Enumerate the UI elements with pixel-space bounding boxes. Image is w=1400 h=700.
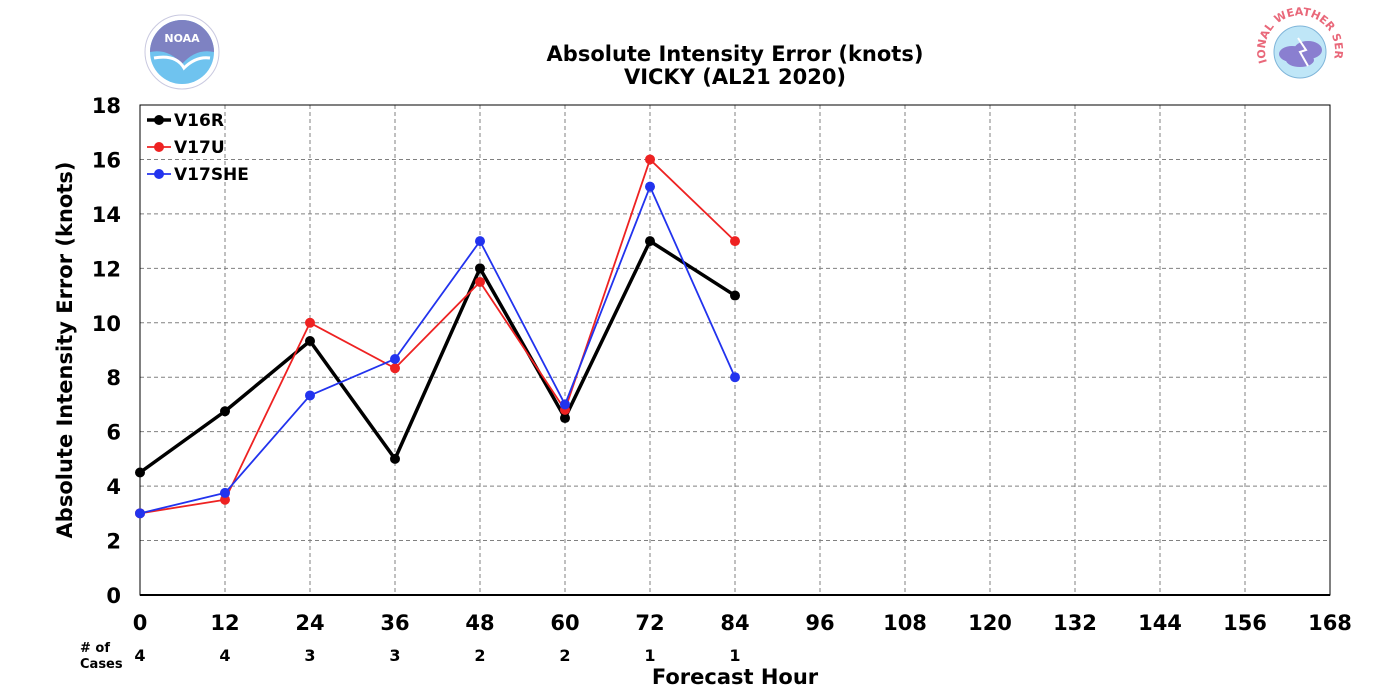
x-tick-label: 144 bbox=[1138, 611, 1182, 635]
y-axis-label: Absolute Intensity Error (knots) bbox=[53, 162, 77, 539]
case-count: 1 bbox=[644, 646, 655, 665]
x-tick-label: 12 bbox=[210, 611, 239, 635]
data-point bbox=[645, 181, 655, 192]
cases-label-line2: Cases bbox=[80, 657, 123, 672]
y-tick-label: 2 bbox=[106, 530, 121, 554]
y-tick-label: 14 bbox=[92, 203, 121, 227]
case-count: 1 bbox=[729, 646, 740, 665]
series-line bbox=[139, 185, 736, 515]
x-tick-label: 84 bbox=[720, 611, 749, 635]
x-tick-label: 168 bbox=[1308, 611, 1352, 635]
x-tick-label: 132 bbox=[1053, 611, 1097, 635]
case-count: 2 bbox=[474, 646, 485, 665]
series-v16r bbox=[135, 236, 740, 478]
data-point bbox=[220, 406, 230, 417]
y-tick-label: 16 bbox=[92, 148, 121, 172]
y-tick-label: 12 bbox=[92, 257, 121, 281]
data-point bbox=[135, 467, 145, 478]
y-tick-label: 0 bbox=[106, 584, 121, 608]
x-axis-ticks: 0 12 24 36 48 60 72 84 96 108 120 132 144 156 168 bbox=[133, 611, 1352, 635]
data-point bbox=[475, 276, 485, 287]
data-point bbox=[135, 508, 145, 519]
legend-item-v17u: V17U bbox=[147, 138, 225, 158]
series-line bbox=[139, 158, 736, 515]
x-tick-label: 72 bbox=[635, 611, 664, 635]
y-tick-label: 6 bbox=[106, 421, 121, 445]
data-point bbox=[730, 372, 740, 383]
legend-item-v16r: V16R bbox=[147, 111, 224, 131]
data-point bbox=[390, 453, 400, 464]
y-tick-label: 10 bbox=[92, 312, 121, 336]
y-tick-label: 18 bbox=[92, 94, 121, 118]
data-point bbox=[305, 317, 315, 328]
series-v17she bbox=[135, 181, 740, 519]
chart-subtitle: VICKY (AL21 2020) bbox=[624, 65, 846, 89]
x-tick-label: 60 bbox=[550, 611, 579, 635]
case-count: 4 bbox=[134, 646, 145, 665]
x-tick-label: 36 bbox=[380, 611, 409, 635]
x-tick-label: 108 bbox=[883, 611, 927, 635]
noaa-logo: NOAA bbox=[144, 14, 220, 90]
data-point bbox=[390, 363, 400, 374]
data-point bbox=[730, 236, 740, 247]
legend-label: V17SHE bbox=[174, 165, 249, 185]
legend-label: V16R bbox=[174, 111, 224, 131]
data-point bbox=[560, 413, 570, 424]
plot-frame bbox=[139, 104, 1331, 596]
x-tick-label: 0 bbox=[133, 611, 148, 635]
x-tick-label: 48 bbox=[465, 611, 494, 635]
data-point bbox=[475, 263, 485, 274]
data-point bbox=[305, 336, 315, 347]
legend: V16R V17U V17SHE bbox=[147, 111, 249, 185]
data-point bbox=[390, 353, 400, 364]
x-axis-label: Forecast Hour bbox=[652, 665, 819, 689]
data-point bbox=[645, 236, 655, 247]
y-axis-ticks: 0 2 4 6 8 10 12 14 16 18 bbox=[92, 94, 121, 608]
y-tick-label: 8 bbox=[106, 366, 121, 390]
cases-row: 4 4 3 3 2 2 1 1 bbox=[134, 646, 740, 665]
x-tick-label: 120 bbox=[968, 611, 1012, 635]
chart-title: Absolute Intensity Error (knots) bbox=[547, 42, 924, 66]
y-tick-label: 4 bbox=[106, 475, 121, 499]
x-tick-label: 24 bbox=[295, 611, 324, 635]
nws-logo: NATIONAL WEATHER SERVICE bbox=[1255, 5, 1345, 79]
case-count: 4 bbox=[219, 646, 230, 665]
series-v17u bbox=[135, 154, 740, 519]
case-count: 3 bbox=[304, 646, 315, 665]
legend-swatch-marker bbox=[154, 169, 164, 179]
x-tick-label: 96 bbox=[805, 611, 834, 635]
legend-swatch-marker bbox=[154, 115, 164, 125]
legend-swatch-marker bbox=[154, 142, 164, 152]
x-tick-label: 156 bbox=[1223, 611, 1267, 635]
series-layer bbox=[135, 154, 740, 519]
cases-label-line1: # of bbox=[80, 641, 110, 656]
legend-item-v17she: V17SHE bbox=[147, 165, 249, 185]
case-count: 2 bbox=[559, 646, 570, 665]
legend-label: V17U bbox=[174, 138, 225, 158]
series-line bbox=[138, 239, 736, 474]
noaa-logo-text: NOAA bbox=[164, 32, 200, 45]
data-point bbox=[560, 399, 570, 410]
data-point bbox=[730, 290, 740, 301]
data-point bbox=[220, 487, 230, 498]
data-point bbox=[305, 390, 315, 401]
data-point bbox=[475, 236, 485, 247]
case-count: 3 bbox=[389, 646, 400, 665]
data-point bbox=[645, 154, 655, 165]
